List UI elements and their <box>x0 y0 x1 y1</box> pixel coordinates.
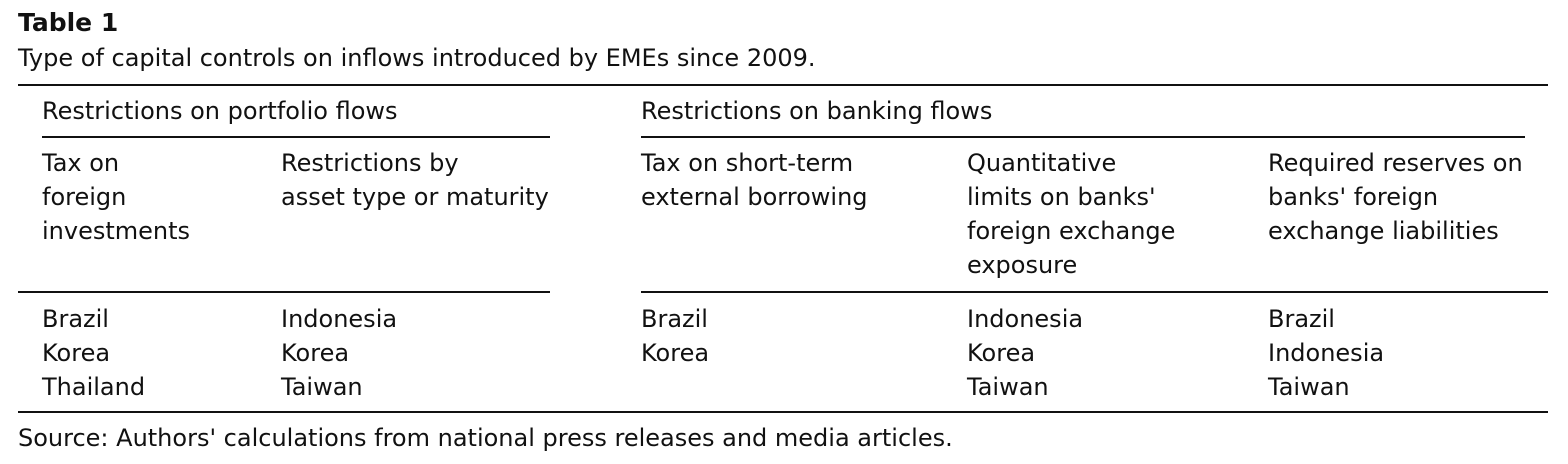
list-item: Taiwan <box>967 373 1049 401</box>
group-header-portfolio: Restrictions on portfolio flows <box>42 97 398 125</box>
group-header-banking: Restrictions on banking flows <box>641 97 993 125</box>
header-rule-banking <box>641 291 1548 293</box>
list-item: Indonesia <box>967 305 1084 333</box>
group-rule-banking <box>641 136 1525 138</box>
table-title: Table 1 <box>18 8 119 37</box>
list-item: Taiwan <box>281 373 363 401</box>
top-rule <box>18 84 1548 86</box>
countries-tax-foreign-investments: Brazil Korea Thailand <box>42 302 145 404</box>
countries-required-reserves: Brazil Indonesia Taiwan <box>1268 302 1384 404</box>
list-item: Brazil <box>42 305 109 333</box>
list-item: Indonesia <box>281 305 398 333</box>
list-item: Brazil <box>641 305 708 333</box>
table-source-note: Source: Authors' calculations from natio… <box>18 424 953 452</box>
column-header-tax-foreign-investments: Tax on foreign investments <box>42 149 191 245</box>
column-header-restrictions-asset-type: Restrictions by asset type or maturity <box>281 149 549 211</box>
list-item: Korea <box>42 339 111 367</box>
table-caption: Type of capital controls on inflows intr… <box>18 44 816 72</box>
list-item: Korea <box>281 339 350 367</box>
countries-restrictions-asset-type: Indonesia Korea Taiwan <box>281 302 397 404</box>
column-header-quantitative-limits: Quantitative limits on banks' foreign ex… <box>967 149 1176 279</box>
bottom-rule <box>18 411 1548 413</box>
column-header-required-reserves: Required reserves on banks' foreign exch… <box>1268 149 1523 245</box>
group-rule-portfolio <box>42 136 550 138</box>
countries-quantitative-limits: Indonesia Korea Taiwan <box>967 302 1083 404</box>
header-rule-portfolio <box>18 291 550 293</box>
column-header-tax-short-term-borrowing: Tax on short-term external borrowing <box>641 149 868 211</box>
list-item: Brazil <box>1268 305 1335 333</box>
list-item: Korea <box>641 339 710 367</box>
list-item: Taiwan <box>1268 373 1350 401</box>
list-item: Korea <box>967 339 1036 367</box>
list-item: Indonesia <box>1268 339 1385 367</box>
countries-tax-short-term-borrowing: Brazil Korea <box>641 302 709 370</box>
list-item: Thailand <box>42 373 146 401</box>
